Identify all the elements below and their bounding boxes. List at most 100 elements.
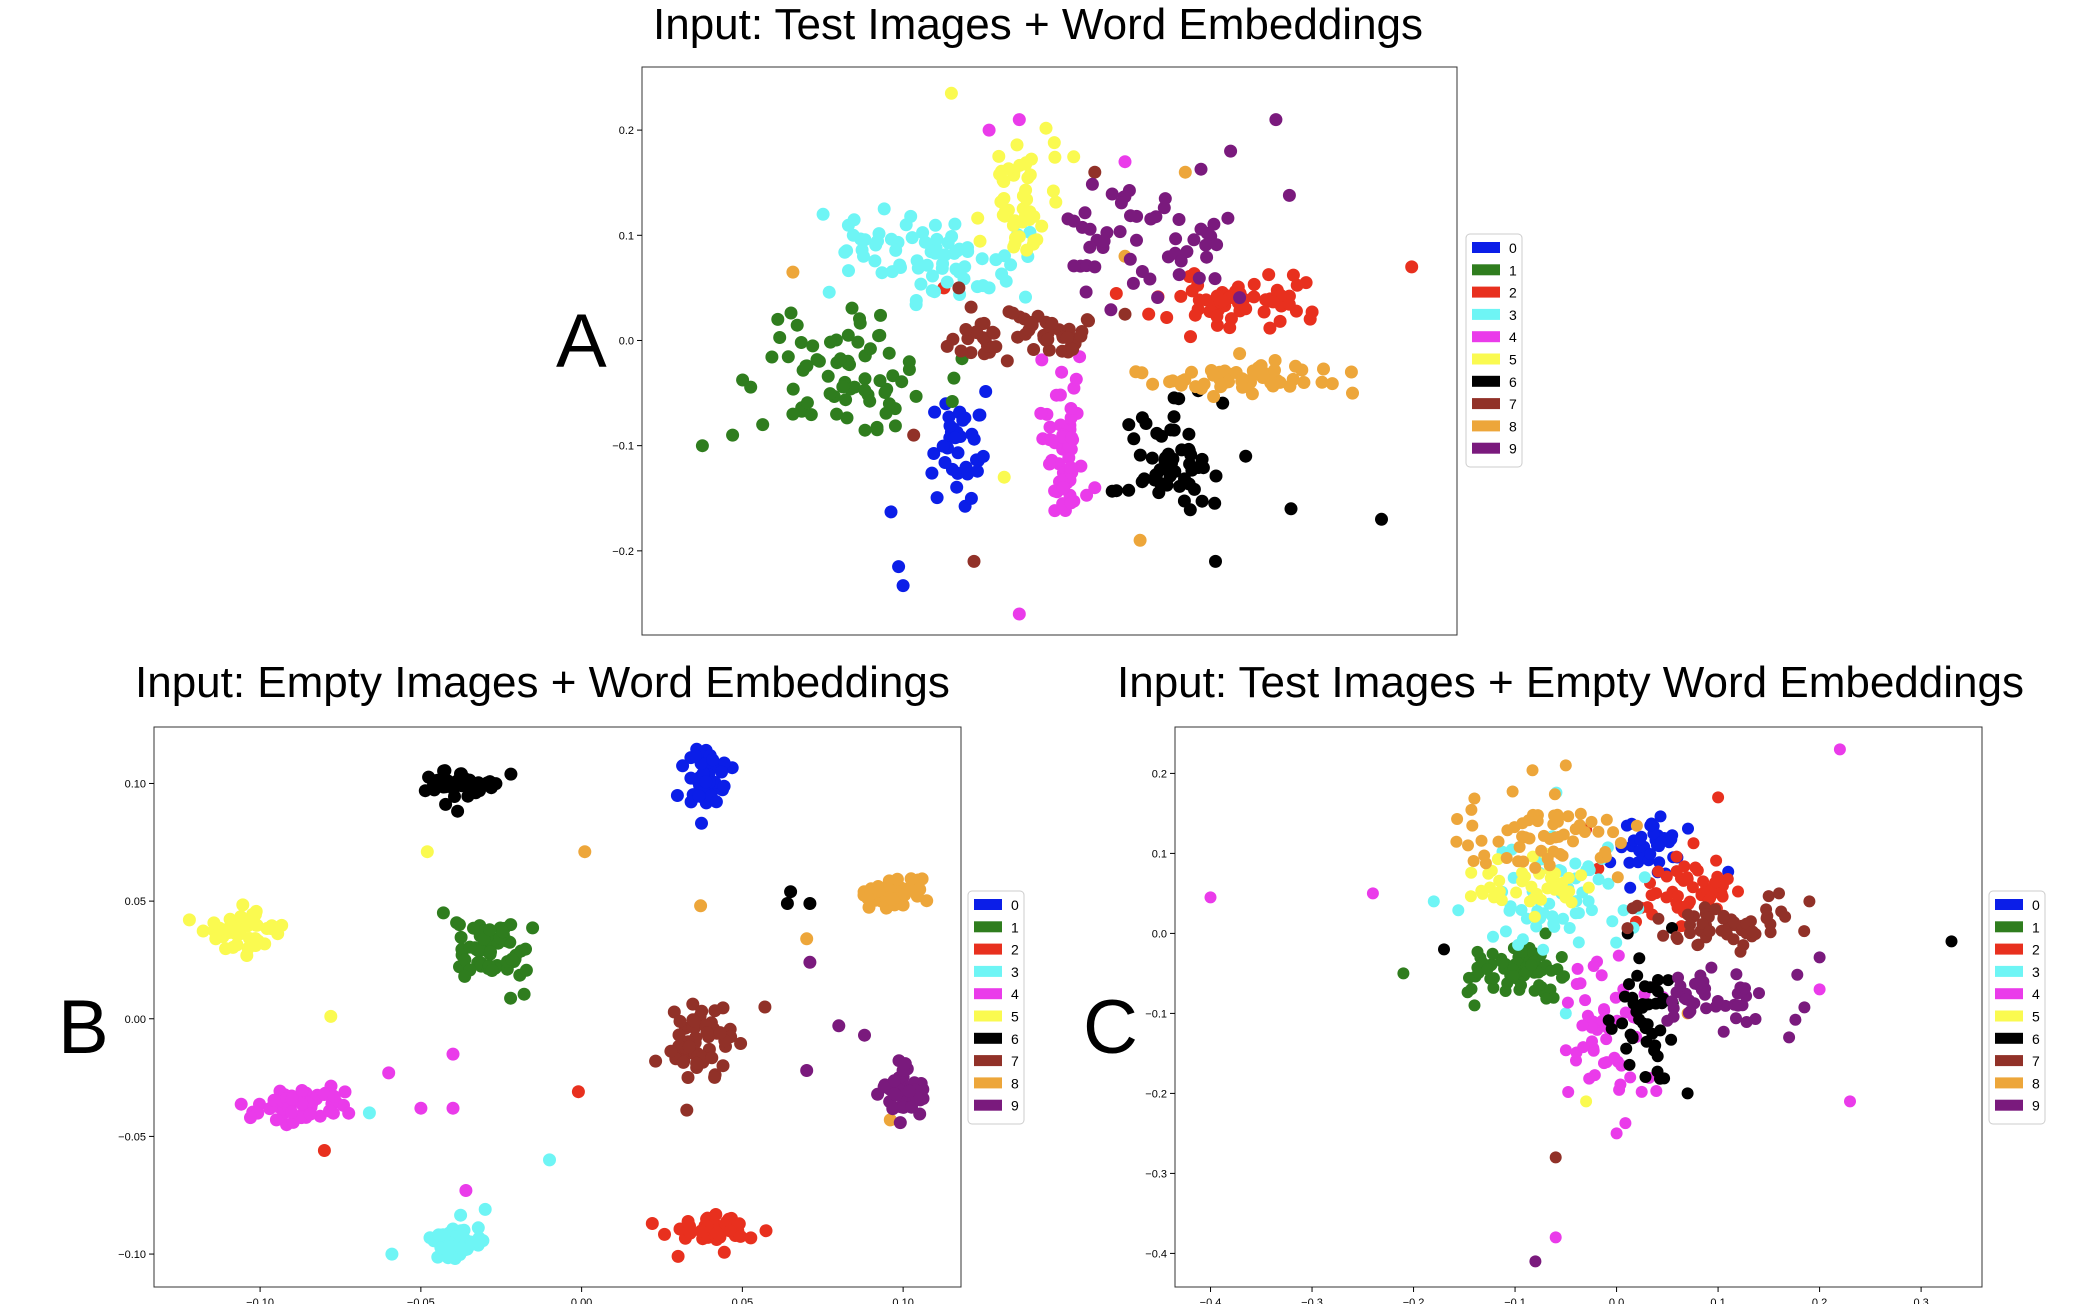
scatter-point-digit-6 bbox=[1182, 427, 1196, 441]
scatter-point-digit-2 bbox=[1262, 268, 1276, 282]
scatter-point-digit-3 bbox=[952, 265, 966, 279]
scatter-point-digit-2 bbox=[1691, 864, 1704, 877]
scatter-outlier-digit-2 bbox=[1405, 260, 1419, 274]
scatter-point-digit-7 bbox=[1626, 902, 1639, 915]
scatter-point-digit-8 bbox=[1315, 375, 1329, 389]
scatter-point-digit-4 bbox=[1064, 496, 1078, 510]
scatter-point-digit-9 bbox=[1199, 238, 1213, 252]
scatter-point-digit-2 bbox=[1192, 293, 1206, 307]
scatter-point-digit-0 bbox=[1644, 848, 1657, 860]
scatter-point-digit-2 bbox=[1732, 885, 1744, 898]
scatter-point-digit-7 bbox=[1670, 931, 1683, 943]
scatter-point-digit-7 bbox=[959, 323, 973, 336]
scatter-point-digit-8 bbox=[1513, 841, 1526, 853]
scatter-point-digit-6 bbox=[1133, 448, 1147, 462]
scatter-point-digit-7 bbox=[1684, 918, 1696, 931]
scatter-point-digit-8 bbox=[1475, 834, 1488, 847]
scatter-point-digit-1 bbox=[878, 386, 892, 399]
scatter-point-digit-5 bbox=[1464, 890, 1477, 903]
scatter-outlier-digit-7 bbox=[758, 1000, 772, 1014]
scatter-point-digit-4 bbox=[327, 1090, 341, 1103]
scatter-point-digit-4 bbox=[1043, 420, 1057, 434]
scatter-point-digit-1 bbox=[496, 925, 510, 939]
scatter-point-digit-1 bbox=[784, 306, 798, 320]
scatter-point-digit-1 bbox=[744, 380, 758, 394]
scatter-point-digit-8 bbox=[1531, 815, 1544, 828]
scatter-outlier-digit-2 bbox=[317, 1144, 331, 1157]
scatter-outlier-digit-1 bbox=[436, 906, 450, 920]
scatter-point-digit-0 bbox=[976, 449, 990, 463]
scatter-point-digit-3 bbox=[471, 1221, 485, 1235]
y-tick-label: 0.10 bbox=[125, 778, 146, 790]
scatter-point-digit-0 bbox=[715, 765, 728, 779]
scatter-point-digit-4 bbox=[295, 1084, 309, 1097]
scatter-point-digit-9 bbox=[1105, 187, 1119, 201]
scatter-point-digit-1 bbox=[1465, 983, 1478, 995]
scatter-point-digit-2 bbox=[1652, 865, 1665, 878]
scatter-point-digit-7 bbox=[676, 1055, 690, 1069]
scatter-point-digit-6 bbox=[1187, 482, 1201, 496]
scatter-point-digit-7 bbox=[964, 346, 978, 360]
scatter-point-digit-2 bbox=[1687, 837, 1700, 850]
scatter-point-digit-0 bbox=[1654, 810, 1667, 823]
scatter-point-digit-8 bbox=[1567, 835, 1579, 848]
scatter-point-digit-3 bbox=[1638, 871, 1651, 884]
scatter-point-digit-1 bbox=[863, 394, 877, 408]
scatter-point-digit-8 bbox=[1551, 815, 1564, 828]
x-tick-label: −0.4 bbox=[1200, 1297, 1222, 1304]
scatter-point-digit-9 bbox=[1144, 212, 1158, 226]
scatter-point-digit-8 bbox=[1522, 814, 1535, 827]
scatter-point-digit-9 bbox=[1113, 225, 1127, 239]
scatter-point-digit-8 bbox=[1273, 375, 1287, 389]
scatter-point-digit-0 bbox=[938, 456, 952, 469]
scatter-point-digit-6 bbox=[1637, 1017, 1649, 1030]
scatter-point-digit-8 bbox=[1573, 819, 1586, 832]
scatter-point-digit-1 bbox=[824, 335, 837, 349]
scatter-point-digit-8 bbox=[890, 872, 904, 886]
legend-swatch-2 bbox=[1995, 943, 2023, 955]
scatter-point-digit-8 bbox=[1297, 376, 1311, 389]
scatter-point-digit-0 bbox=[979, 385, 993, 398]
scatter-point-digit-4 bbox=[285, 1105, 298, 1119]
scatter-point-digit-0 bbox=[1620, 819, 1633, 832]
scatter-point-digit-5 bbox=[1012, 230, 1026, 244]
scatter-outlier-digit-4 bbox=[1833, 743, 1846, 756]
scatter-point-digit-9 bbox=[1207, 217, 1221, 231]
scatter-outlier-digit-3 bbox=[478, 1202, 492, 1216]
scatter-point-digit-9 bbox=[1192, 271, 1206, 285]
scatter-point-digit-3 bbox=[1572, 936, 1585, 949]
legend-label-6: 6 bbox=[2032, 1031, 2040, 1047]
legend-swatch-2 bbox=[1472, 286, 1500, 298]
scatter-point-digit-7 bbox=[987, 326, 1001, 340]
scatter-outlier-digit-9 bbox=[858, 1028, 871, 1042]
scatter-point-digit-8 bbox=[1465, 803, 1478, 816]
scatter-point-digit-5 bbox=[1482, 867, 1495, 880]
legend-label-7: 7 bbox=[2032, 1053, 2040, 1069]
scatter-point-digit-4 bbox=[338, 1085, 352, 1099]
scatter-point-digit-8 bbox=[1268, 354, 1282, 367]
scatter-point-digit-5 bbox=[1493, 885, 1506, 898]
scatter-point-digit-5 bbox=[230, 938, 244, 952]
scatter-point-digit-3 bbox=[1582, 895, 1595, 908]
scatter-point-digit-0 bbox=[695, 816, 708, 830]
scatter-point-digit-7 bbox=[1684, 927, 1696, 940]
scatter-point-digit-7 bbox=[690, 1056, 704, 1070]
legend-swatch-1 bbox=[1995, 921, 2023, 933]
scatter-point-digit-6 bbox=[1135, 475, 1149, 489]
scatter-point-digit-2 bbox=[1247, 290, 1261, 304]
scatter-point-digit-6 bbox=[1145, 451, 1159, 465]
scatter-point-digit-3 bbox=[441, 1251, 455, 1265]
scatter-point-digit-6 bbox=[1135, 411, 1149, 425]
scatter-point-digit-1 bbox=[882, 346, 896, 360]
scatter-point-digit-5 bbox=[1575, 869, 1588, 882]
scatter-point-digit-8 bbox=[1614, 837, 1627, 849]
scatter-point-digit-8 bbox=[1451, 813, 1464, 825]
scatter-point-digit-1 bbox=[845, 301, 859, 315]
scatter-outlier-digit-4 bbox=[1610, 1127, 1623, 1140]
scatter-point-digit-5 bbox=[1021, 171, 1035, 185]
scatter-point-digit-9 bbox=[1789, 1013, 1802, 1026]
scatter-point-digit-9 bbox=[1730, 968, 1743, 981]
scatter-outlier-digit-4 bbox=[1012, 113, 1026, 127]
scatter-point-digit-7 bbox=[1041, 332, 1055, 346]
